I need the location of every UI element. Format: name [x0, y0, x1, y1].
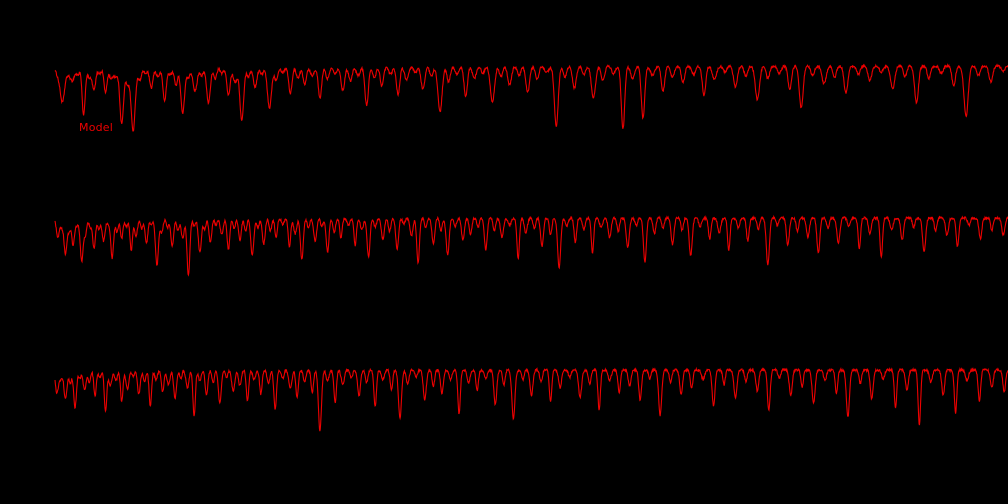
- spectrum-trace-model-2: [54, 214, 1008, 277]
- spectrum-panel-1: Model: [0, 0, 1008, 168]
- spectrum-trace-model-1: [54, 62, 1008, 132]
- spectrum-trace-model-3: [54, 366, 1008, 432]
- legend-label-model: Model: [79, 121, 114, 134]
- spectrum-plot-3: [54, 366, 1008, 432]
- spectrum-plot-1: [54, 62, 1008, 132]
- spectrum-panel-2: [0, 168, 1008, 336]
- spectrum-plot-2: [54, 214, 1008, 277]
- spectrum-panel-3: [0, 336, 1008, 504]
